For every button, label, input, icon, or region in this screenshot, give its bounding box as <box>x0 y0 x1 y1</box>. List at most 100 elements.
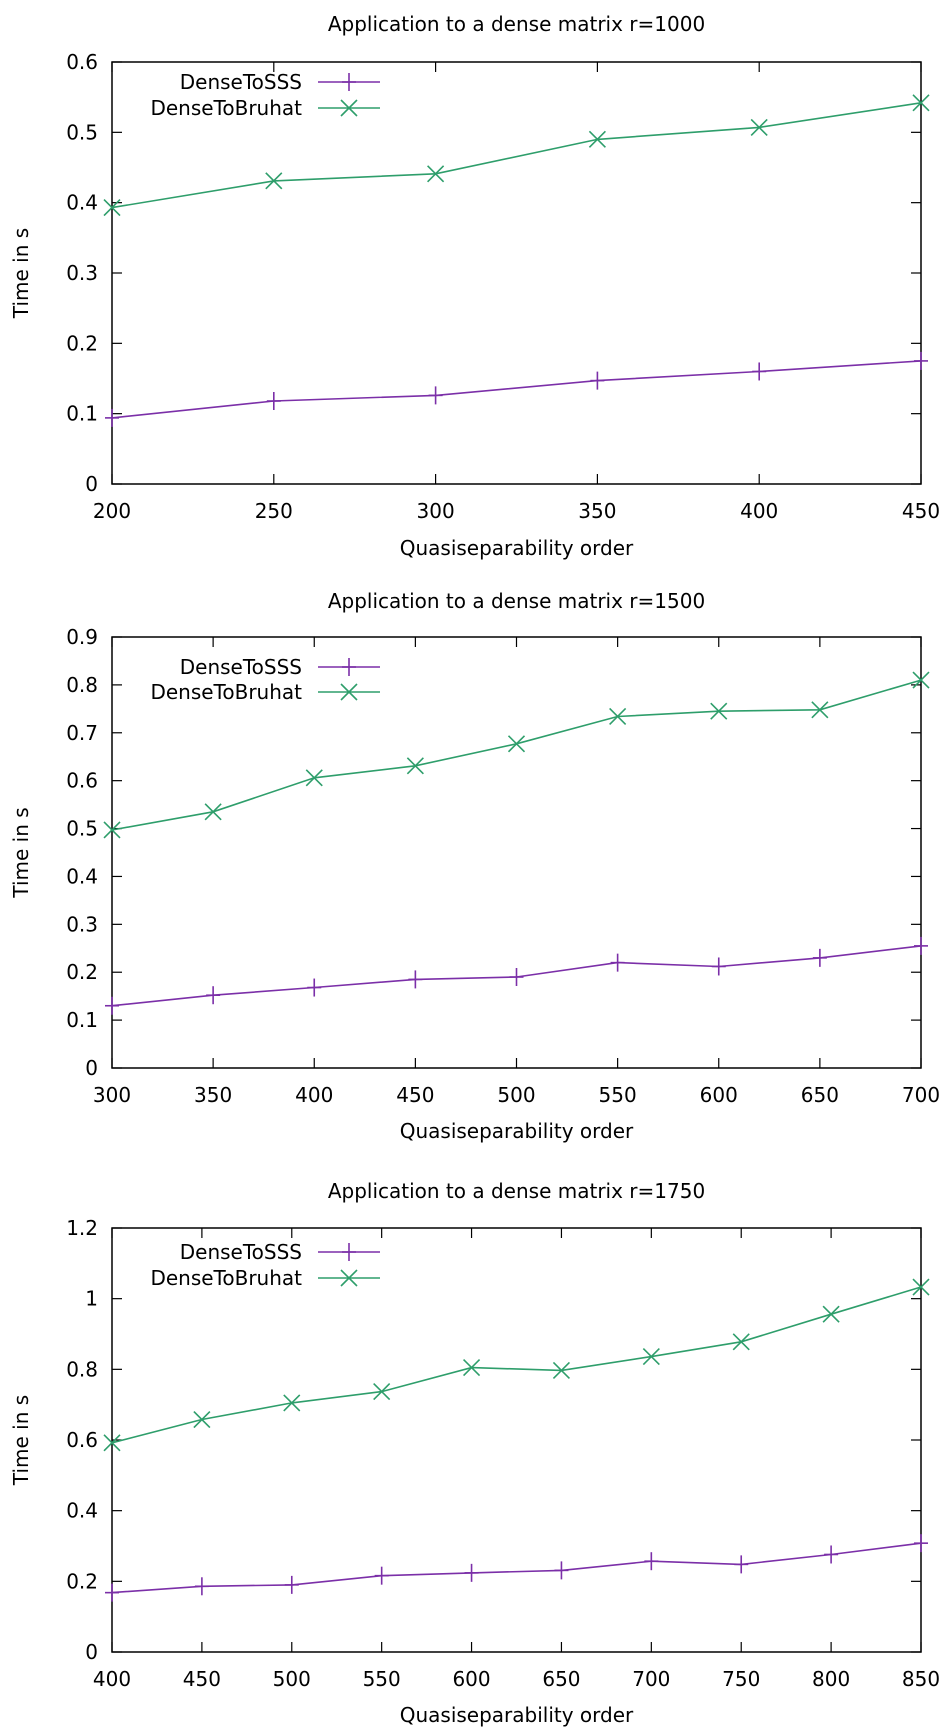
x-tick-label: 400 <box>295 1083 333 1107</box>
data-point-DenseToBruhat <box>103 821 121 839</box>
x-tick-label: 500 <box>273 1667 311 1691</box>
chart-title: Application to a dense matrix r=1000 <box>328 12 705 36</box>
y-tick-label: 0.5 <box>66 120 98 144</box>
data-point-DenseToBruhat <box>193 1410 211 1429</box>
x-tick-label: 750 <box>722 1667 760 1691</box>
data-point-DenseToSSS <box>105 1583 119 1602</box>
data-point-DenseToSSS <box>590 371 605 390</box>
data-point-DenseToSSS <box>644 1552 659 1571</box>
x-tick-label: 450 <box>396 1083 434 1107</box>
data-point-DenseToSSS <box>307 978 322 997</box>
data-point-DenseToBruhat <box>462 1359 481 1377</box>
x-tick-label: 300 <box>93 1083 131 1107</box>
y-tick-label: 0.6 <box>66 1428 98 1452</box>
y-tick-label: 0.8 <box>66 1357 98 1381</box>
x-tick-label: 450 <box>902 499 940 523</box>
data-point-DenseToBruhat <box>305 769 323 787</box>
y-tick-label: 0.5 <box>66 817 98 841</box>
data-point-DenseToSSS <box>284 1575 299 1594</box>
y-tick-label: 0.3 <box>66 261 98 285</box>
legend-label: DenseToSSS <box>180 655 302 679</box>
y-tick-label: 0 <box>85 1056 98 1080</box>
legend-label: DenseToSSS <box>180 70 302 94</box>
data-point-DenseToSSS <box>711 957 726 976</box>
legend-marker <box>340 1269 358 1287</box>
data-point-DenseToSSS <box>266 392 281 411</box>
data-point-DenseToSSS <box>509 968 524 987</box>
data-point-DenseToBruhat <box>811 701 829 719</box>
data-point-DenseToBruhat <box>588 130 606 148</box>
x-axis-label: Quasiseparability order <box>400 536 634 560</box>
data-point-DenseToBruhat <box>265 172 283 190</box>
data-point-DenseToBruhat <box>609 707 627 726</box>
plot-frame <box>111 1227 922 1653</box>
legend-marker <box>340 99 358 117</box>
data-point-DenseToSSS <box>734 1555 749 1574</box>
y-tick-label: 0.4 <box>66 1499 98 1523</box>
data-point-DenseToBruhat <box>373 1383 391 1401</box>
x-tick-label: 700 <box>632 1667 670 1691</box>
x-tick-label: 550 <box>363 1667 401 1691</box>
data-point-DenseToSSS <box>206 986 221 1005</box>
x-axis-label: Quasiseparability order <box>400 1119 634 1143</box>
data-point-DenseToBruhat <box>103 199 121 217</box>
data-point-DenseToSSS <box>105 408 119 427</box>
chart-r1750: Application to a dense matrix r=1750 0 0.2… <box>9 1179 940 1727</box>
data-point-DenseToBruhat <box>710 702 728 720</box>
data-point-DenseToSSS <box>428 386 443 405</box>
x-tick-label: 450 <box>183 1667 221 1691</box>
data-point-DenseToSSS <box>105 996 119 1015</box>
x-tick-label: 350 <box>578 499 616 523</box>
y-tick-label: 0.2 <box>66 1569 98 1593</box>
x-tick-label: 350 <box>194 1083 232 1107</box>
legend-label: DenseToBruhat <box>150 680 302 704</box>
x-axis-label: Quasiseparability order <box>400 1703 634 1727</box>
data-point-DenseToSSS <box>408 970 423 989</box>
x-tick-label: 550 <box>599 1083 637 1107</box>
x-tick-label: 600 <box>452 1667 490 1691</box>
y-tick-label: 0 <box>85 472 98 496</box>
x-tick-label: 300 <box>417 499 455 523</box>
data-point-DenseToBruhat <box>507 735 526 753</box>
x-tick-label: 650 <box>542 1667 580 1691</box>
x-tick-label: 500 <box>497 1083 535 1107</box>
data-point-DenseToSSS <box>752 362 767 381</box>
series-line-DenseToBruhat <box>111 1286 922 1444</box>
y-tick-label: 0.1 <box>66 1008 98 1032</box>
data-point-DenseToSSS <box>914 351 928 370</box>
y-tick-label: 0.9 <box>66 625 98 649</box>
series-line-DenseToBruhat <box>111 102 922 209</box>
x-tick-label: 400 <box>93 1667 131 1691</box>
legend-label: DenseToSSS <box>180 1240 302 1264</box>
y-axis-label: Time in s <box>9 228 33 319</box>
x-tick-label: 850 <box>902 1667 940 1691</box>
x-tick-label: 700 <box>902 1083 940 1107</box>
chart-title: Application to a dense matrix r=1500 <box>328 589 705 613</box>
plot-frame <box>111 61 922 485</box>
y-axis-label: Time in s <box>9 807 33 898</box>
y-tick-label: 0.4 <box>66 864 98 888</box>
data-point-DenseToBruhat <box>912 94 930 112</box>
data-point-DenseToSSS <box>554 1561 569 1580</box>
data-point-DenseToBruhat <box>427 165 445 183</box>
y-tick-label: 0.6 <box>66 769 98 793</box>
y-tick-label: 0.7 <box>66 721 98 745</box>
y-tick-label: 0 <box>85 1640 98 1664</box>
y-tick-label: 1.2 <box>66 1216 98 1240</box>
legend-marker <box>340 683 358 701</box>
data-point-DenseToBruhat <box>406 757 424 775</box>
y-tick-label: 0.3 <box>66 912 98 936</box>
x-tick-label: 200 <box>93 499 131 523</box>
legend-marker <box>342 1243 356 1261</box>
data-point-DenseToSSS <box>914 936 928 955</box>
data-point-DenseToSSS <box>374 1566 389 1585</box>
x-tick-label: 650 <box>801 1083 839 1107</box>
data-point-DenseToBruhat <box>552 1361 571 1379</box>
legend-label: DenseToBruhat <box>150 96 302 120</box>
data-point-DenseToBruhat <box>103 1434 121 1452</box>
data-point-DenseToBruhat <box>912 671 930 689</box>
y-axis-label: Time in s <box>9 1395 33 1486</box>
legend-marker <box>342 73 356 91</box>
y-tick-label: 0.4 <box>66 191 98 215</box>
